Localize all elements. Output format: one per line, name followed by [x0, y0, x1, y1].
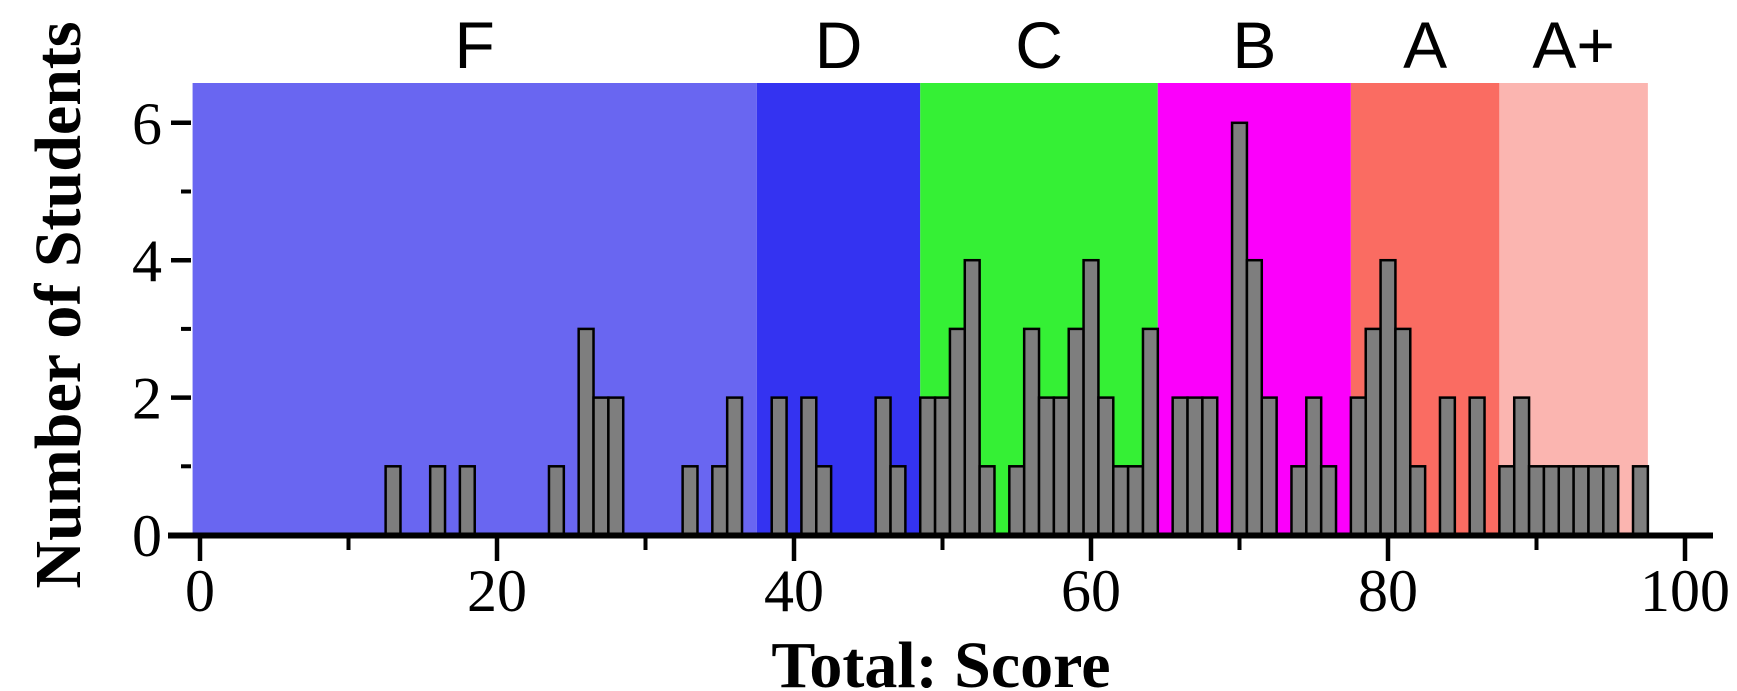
histogram-bar	[1008, 465, 1026, 537]
histogram-bar	[1394, 327, 1412, 537]
grade-band-labels: F D C B A A+	[455, 8, 1615, 82]
histogram-bar	[711, 465, 729, 537]
histogram-bar	[1349, 396, 1367, 537]
grade-band-label-B: B	[1232, 8, 1276, 82]
histogram-bar	[547, 465, 566, 537]
histogram-bar	[889, 465, 907, 537]
x-axis-title: Total: Score	[771, 629, 1110, 691]
histogram-bar	[1572, 465, 1590, 537]
histogram-bar	[1602, 465, 1620, 537]
histogram-bar	[1245, 258, 1264, 537]
y-tick-label: 0	[132, 503, 162, 569]
x-tick-label: 0	[185, 558, 215, 624]
histogram-bar	[1557, 465, 1575, 537]
grade-band-label-F: F	[455, 8, 495, 82]
histogram-bar	[800, 396, 818, 537]
histogram-bar	[1468, 396, 1486, 537]
x-tick-label: 20	[467, 558, 527, 624]
histogram-bar	[384, 465, 402, 537]
grade-band-label-C: C	[1015, 8, 1063, 82]
histogram-bar	[1112, 465, 1130, 537]
histogram-bar	[1037, 396, 1056, 537]
histogram-bar	[1186, 396, 1204, 537]
histogram-bar	[1290, 465, 1308, 537]
histogram-bar	[681, 465, 699, 537]
histogram-bar	[458, 465, 476, 537]
x-tick-label: 80	[1358, 558, 1418, 624]
histogram-bar	[1171, 396, 1189, 537]
grade-band-label-A+: A+	[1532, 8, 1615, 82]
grade-bands	[192, 83, 1648, 535]
y-tick-label: 4	[132, 228, 162, 294]
histogram-bar	[1260, 396, 1278, 537]
x-tick-label: 60	[1061, 558, 1121, 624]
histogram-bar	[428, 465, 447, 537]
histogram-bar	[1097, 396, 1115, 537]
histogram-bar	[948, 327, 967, 537]
histogram-bar	[725, 396, 744, 537]
histogram-bar	[577, 327, 595, 537]
grade-band-label-A: A	[1403, 8, 1447, 82]
x-axis: 0 20 40 60 80 100	[168, 532, 1730, 624]
histogram-bar	[1512, 396, 1531, 537]
grade-band-label-D: D	[815, 8, 863, 82]
histogram-bar	[1319, 465, 1338, 537]
histogram-bar	[1542, 465, 1561, 537]
histogram-bar	[1201, 396, 1219, 537]
histogram-bar	[1409, 465, 1427, 537]
histogram-bar	[1305, 396, 1323, 537]
histogram-bar	[1587, 465, 1605, 537]
histogram-bar	[963, 258, 981, 537]
histogram-bar	[1364, 327, 1382, 537]
histogram-bar	[918, 396, 937, 537]
histogram-bar	[1230, 121, 1249, 537]
histogram-bar	[978, 465, 996, 537]
histogram-bar	[770, 396, 788, 537]
histogram-bar	[607, 396, 625, 537]
histogram-bar	[1082, 258, 1100, 537]
histogram-bar	[1126, 465, 1145, 537]
y-axis-title: Number of Students	[22, 21, 95, 588]
histogram-bar	[1631, 465, 1650, 537]
histogram-bar	[592, 396, 610, 537]
histogram-bar	[933, 396, 952, 537]
histogram-bar	[815, 465, 833, 537]
histogram-bar	[1527, 465, 1546, 537]
y-tick-label: 6	[132, 91, 162, 157]
histogram-bar	[1052, 396, 1070, 537]
histogram-bar	[1498, 465, 1516, 537]
x-tick-label: 100	[1640, 558, 1730, 624]
x-tick-label: 40	[764, 558, 824, 624]
y-axis: 0 2 4 6	[132, 91, 191, 569]
histogram-bar	[874, 396, 892, 537]
histogram-bar	[1438, 396, 1457, 537]
grade-band-F	[192, 83, 757, 535]
histogram-bar	[1022, 327, 1041, 537]
y-tick-label: 2	[132, 366, 162, 432]
histogram-bar	[1067, 327, 1085, 537]
histogram-bar	[1379, 258, 1397, 537]
histogram-bar	[1141, 327, 1160, 537]
